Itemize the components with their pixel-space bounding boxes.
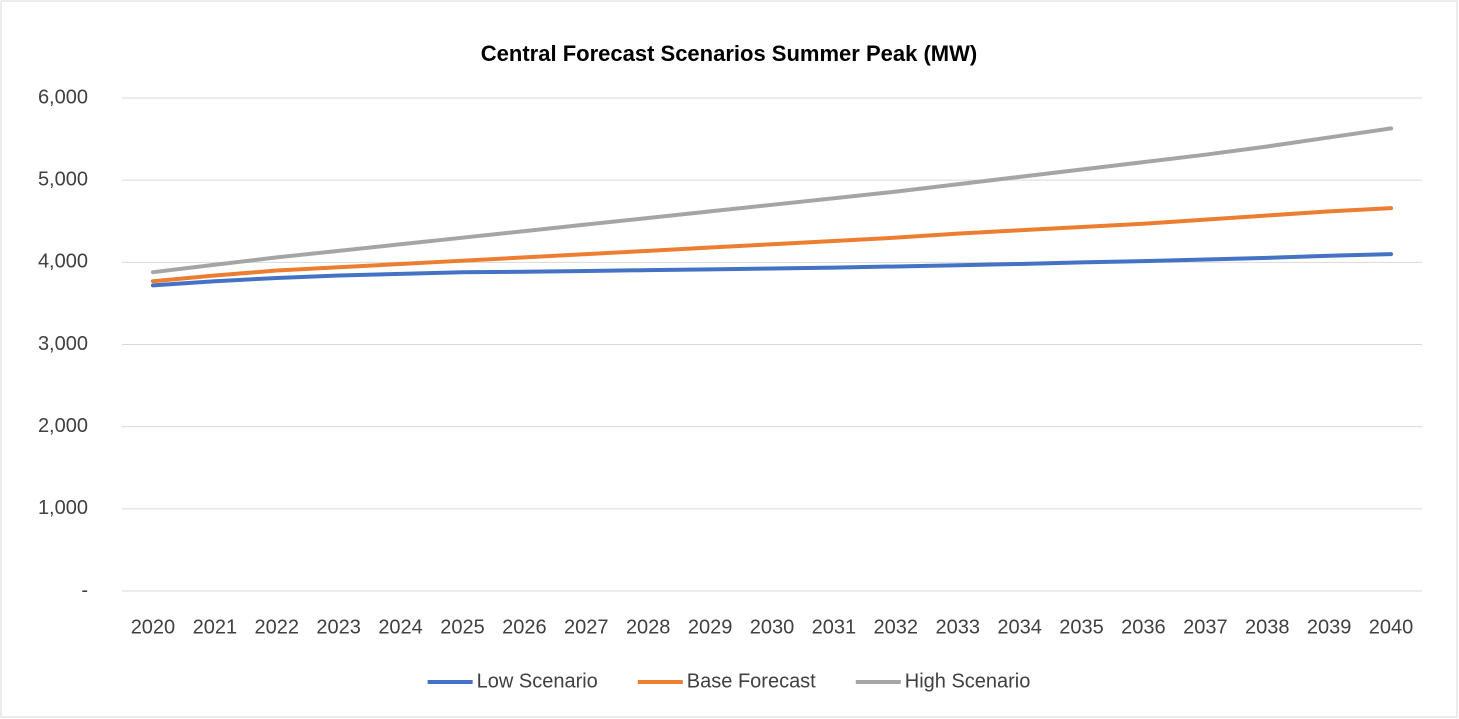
y-tick-label: 5,000 — [38, 168, 88, 190]
x-tick-label: 2035 — [1059, 616, 1104, 638]
x-tick-label: 2033 — [935, 616, 980, 638]
x-tick-label: 2036 — [1121, 616, 1166, 638]
series-line — [150, 252, 1394, 288]
y-tick-label: 4,000 — [38, 251, 88, 273]
y-tick-label: - — [81, 579, 88, 601]
series-line — [150, 206, 1394, 284]
y-tick-label: 2,000 — [38, 415, 88, 437]
x-tick-label: 2028 — [626, 616, 671, 638]
x-tick-label: 2021 — [193, 616, 238, 638]
x-tick-label: 2037 — [1183, 616, 1228, 638]
x-tick-label: 2032 — [874, 616, 919, 638]
x-tick-label: 2024 — [378, 616, 423, 638]
x-tick-label: 2034 — [997, 616, 1042, 638]
legend-label: Low Scenario — [477, 670, 598, 692]
x-tick-label: 2027 — [564, 616, 609, 638]
legend-label: Base Forecast — [687, 670, 816, 692]
series-line — [150, 126, 1394, 275]
legend-label: High Scenario — [905, 670, 1031, 692]
x-tick-label: 2022 — [255, 616, 300, 638]
x-tick-label: 2023 — [316, 616, 361, 638]
x-tick-label: 2020 — [131, 616, 176, 638]
x-tick-label: 2030 — [750, 616, 795, 638]
x-tick-label: 2031 — [812, 616, 857, 638]
x-tick-label: 2040 — [1369, 616, 1414, 638]
x-tick-label: 2029 — [688, 616, 733, 638]
y-tick-label: 1,000 — [38, 497, 88, 519]
x-tick-label: 2026 — [502, 616, 547, 638]
chart-title: Central Forecast Scenarios Summer Peak (… — [481, 41, 977, 66]
x-tick-label: 2038 — [1245, 616, 1290, 638]
x-tick-label: 2025 — [440, 616, 485, 638]
x-tick-label: 2039 — [1307, 616, 1352, 638]
y-tick-label: 3,000 — [38, 333, 88, 355]
y-tick-label: 6,000 — [38, 86, 88, 108]
